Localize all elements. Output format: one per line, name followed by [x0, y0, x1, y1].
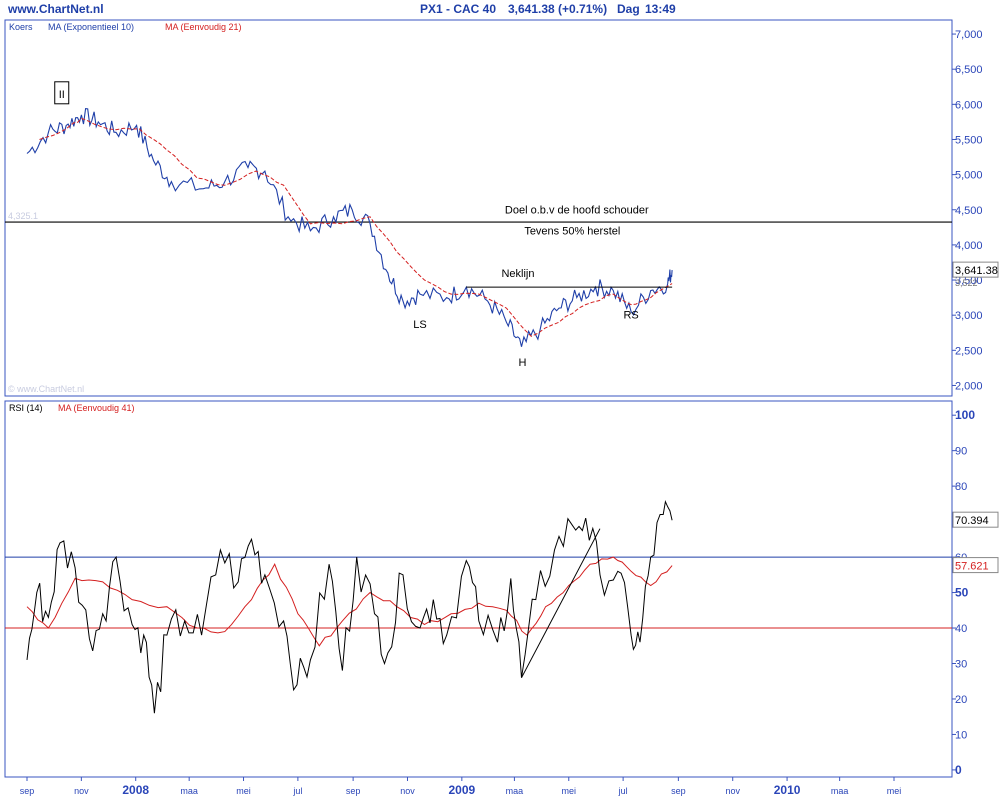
annotation-label: II	[59, 89, 65, 101]
price-ytick-label: 5,000	[955, 170, 983, 182]
price-ytick-label: 3,000	[955, 310, 983, 322]
last-quote: 3,641.38 (+0.71%)	[508, 2, 607, 16]
rsi-ytick-label: 40	[955, 623, 967, 635]
x-tick-label: mei	[887, 786, 902, 796]
rsi-ma41-line	[26, 556, 673, 647]
rsi-ytick-label: 20	[955, 694, 967, 706]
rsi-trendline	[521, 528, 601, 678]
target-line-value: 4,325.1	[8, 211, 38, 221]
x-tick-label: jul	[618, 786, 628, 796]
annotation-label: RS	[623, 310, 638, 322]
rsi-panel	[4, 400, 953, 778]
price-ytick-label: 5,500	[955, 134, 983, 146]
price-ytick-label: 2,500	[955, 345, 983, 357]
annotation-label: Doel o.b.v de hoofd schouder	[505, 204, 649, 216]
rsi-ytick-label: 10	[955, 729, 967, 741]
time-label: 13:49	[645, 2, 676, 16]
x-tick-label: maa	[180, 786, 198, 796]
period-label: Dag	[617, 2, 640, 16]
x-tick-label: maa	[506, 786, 524, 796]
price-ytick-label: 4,000	[955, 240, 983, 252]
instrument-title: PX1 - CAC 40	[420, 2, 496, 16]
annotation-box	[54, 81, 70, 105]
x-tick-label: sep	[346, 786, 361, 796]
ma21-line	[39, 117, 673, 337]
x-tick-label: mei	[562, 786, 577, 796]
rsi-ytick-label: 0	[955, 763, 962, 777]
price-ytick-label: 7,000	[955, 29, 983, 41]
koers-line	[26, 107, 673, 347]
annotation-label: H	[518, 357, 526, 369]
last-rsi-label: 70.394	[955, 515, 989, 527]
rsi-line	[26, 500, 673, 714]
last-rsi-box	[952, 511, 999, 528]
rsi-ytick-label: 30	[955, 658, 967, 670]
price-ytick-label: 4,500	[955, 205, 983, 217]
x-tick-label: nov	[74, 786, 89, 796]
annotation-label: Tevens 50% herstel	[524, 225, 620, 237]
price-ytick-label: 3,500	[955, 275, 983, 287]
price-ytick-label: 2,000	[955, 380, 983, 392]
last-price-box	[952, 261, 999, 278]
x-tick-label: sep	[20, 786, 35, 796]
x-tick-label: sep	[671, 786, 686, 796]
price-ytick-label: 6,500	[955, 64, 983, 76]
x-tick-label: 2009	[448, 783, 475, 797]
price-panel	[4, 19, 953, 397]
x-tick-label: 2010	[774, 783, 801, 797]
price-ytick-label: 6,000	[955, 99, 983, 111]
x-tick-label: jul	[292, 786, 302, 796]
ma-price-label: 3,522	[955, 278, 978, 288]
price-legend-sma: MA (Eenvoudig 21)	[165, 22, 242, 32]
x-tick-label: nov	[400, 786, 415, 796]
rsi-ytick-label: 50	[955, 586, 969, 600]
annotation-label: Neklijn	[501, 268, 534, 280]
rsi-ytick-label: 90	[955, 446, 967, 458]
x-tick-label: nov	[725, 786, 740, 796]
rsi-legend: RSI (14)	[9, 403, 43, 413]
x-tick-label: mei	[236, 786, 251, 796]
price-legend-koers: Koers	[9, 22, 33, 32]
rsi-ytick-label: 100	[955, 408, 975, 422]
price-legend-ema: MA (Exponentieel 10)	[48, 22, 134, 32]
last-price-label: 3,641.38	[955, 265, 998, 277]
x-tick-label: 2008	[122, 783, 149, 797]
site-name[interactable]: www.ChartNet.nl	[7, 2, 104, 16]
rsi-ytick-label: 80	[955, 481, 967, 493]
annotation-label: LS	[413, 319, 426, 331]
ma-rsi-label: 57.621	[955, 561, 989, 573]
x-tick-label: maa	[831, 786, 849, 796]
watermark: © www.ChartNet.nl	[8, 384, 84, 394]
ma-rsi-box	[952, 557, 999, 574]
rsi-ma-legend: MA (Eenvoudig 41)	[58, 403, 135, 413]
